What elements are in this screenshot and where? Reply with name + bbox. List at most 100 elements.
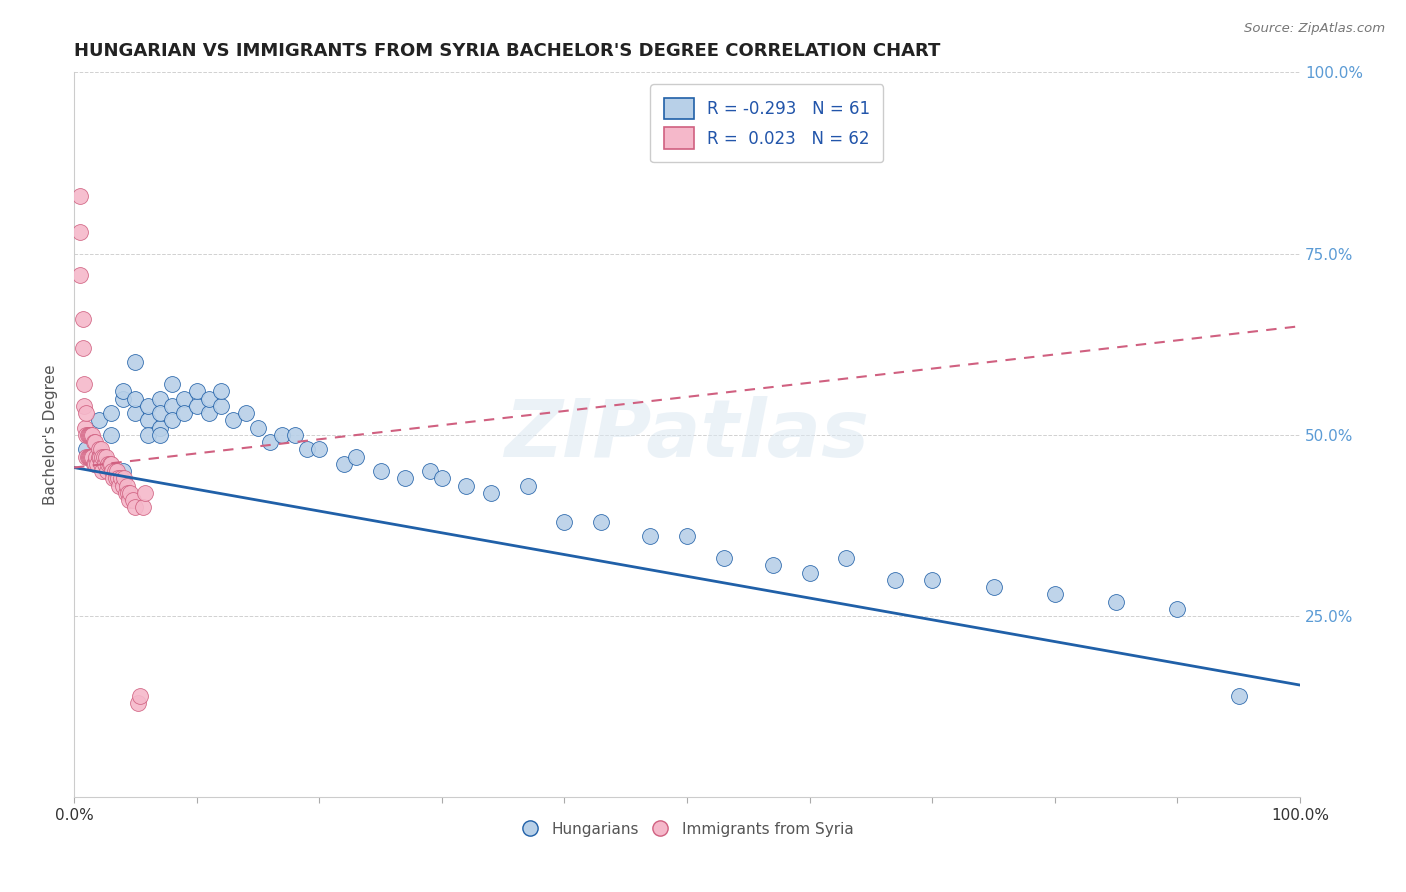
Point (79, 428, 101, 442)
Point (284, 428, 307, 442)
Point (107, 471, 129, 485)
Point (75, 450, 97, 464)
Point (100, 428, 122, 442)
Point (76, 428, 98, 442)
Point (114, 486, 136, 500)
Point (105, 464, 128, 478)
Point (1166, 602, 1188, 616)
Point (75, 428, 97, 442)
Point (430, 471, 453, 485)
Text: ZIPatlas: ZIPatlas (505, 396, 869, 474)
Point (80, 450, 103, 464)
Point (77, 428, 100, 442)
Point (83, 435, 105, 450)
Point (676, 529, 699, 543)
Point (83, 457, 105, 471)
Point (118, 493, 141, 508)
Point (87, 450, 110, 464)
Point (97, 457, 120, 471)
Point (1227, 689, 1250, 703)
Point (93, 450, 115, 464)
Point (124, 392, 146, 406)
Point (129, 689, 152, 703)
Point (134, 486, 156, 500)
Point (149, 392, 172, 406)
Point (112, 478, 135, 492)
Point (222, 413, 245, 427)
Point (983, 580, 1005, 594)
Point (149, 420, 172, 434)
Point (160, 413, 183, 427)
Point (75, 406, 97, 420)
Point (82, 450, 104, 464)
Point (110, 471, 132, 485)
Point (120, 486, 142, 500)
Point (198, 392, 221, 406)
Point (799, 566, 821, 580)
Point (82, 428, 104, 442)
Point (98, 457, 121, 471)
Point (91, 450, 114, 464)
Point (87, 413, 110, 427)
Point (198, 406, 221, 420)
Point (479, 486, 502, 500)
Point (136, 399, 159, 413)
Text: Source: ZipAtlas.com: Source: ZipAtlas.com (1244, 22, 1385, 36)
Point (89, 450, 111, 464)
Point (186, 384, 208, 399)
Point (117, 486, 139, 500)
Point (77, 450, 100, 464)
Point (101, 464, 124, 478)
Point (87, 450, 110, 464)
Point (86, 457, 108, 471)
Point (160, 377, 183, 392)
Point (246, 420, 269, 434)
Point (160, 399, 183, 413)
Point (112, 464, 135, 478)
Point (124, 500, 146, 515)
Point (103, 471, 125, 485)
Point (75, 442, 97, 457)
Point (835, 551, 858, 566)
Text: HUNGARIAN VS IMMIGRANTS FROM SYRIA BACHELOR'S DEGREE CORRELATION CHART: HUNGARIAN VS IMMIGRANTS FROM SYRIA BACHE… (75, 42, 941, 60)
Point (108, 478, 131, 492)
Point (344, 450, 367, 464)
Point (209, 384, 232, 399)
Point (93, 457, 115, 471)
Point (1105, 595, 1128, 609)
Point (136, 428, 159, 442)
Point (640, 529, 662, 543)
Point (127, 696, 149, 710)
Point (394, 471, 416, 485)
Point (271, 428, 294, 442)
Point (69, 188, 91, 202)
Point (80, 428, 103, 442)
Point (73, 399, 96, 413)
Point (149, 406, 172, 420)
Point (69, 225, 91, 239)
Point (96, 464, 118, 478)
Legend: Hungarians, Immigrants from Syria: Hungarians, Immigrants from Syria (513, 814, 860, 844)
Point (79, 450, 101, 464)
Point (173, 392, 195, 406)
Point (100, 406, 122, 420)
Point (186, 399, 208, 413)
Point (122, 493, 145, 508)
Point (103, 464, 125, 478)
Point (136, 413, 159, 427)
Point (370, 464, 392, 478)
Point (87, 442, 110, 457)
Point (259, 435, 281, 450)
Point (132, 500, 155, 515)
Point (209, 399, 232, 413)
Point (295, 442, 318, 457)
Point (333, 457, 356, 471)
Point (84, 450, 107, 464)
Point (516, 478, 538, 492)
Point (104, 471, 127, 485)
Point (90, 457, 112, 471)
Point (72, 312, 94, 326)
Point (124, 406, 146, 420)
Point (419, 464, 441, 478)
Point (884, 573, 907, 587)
